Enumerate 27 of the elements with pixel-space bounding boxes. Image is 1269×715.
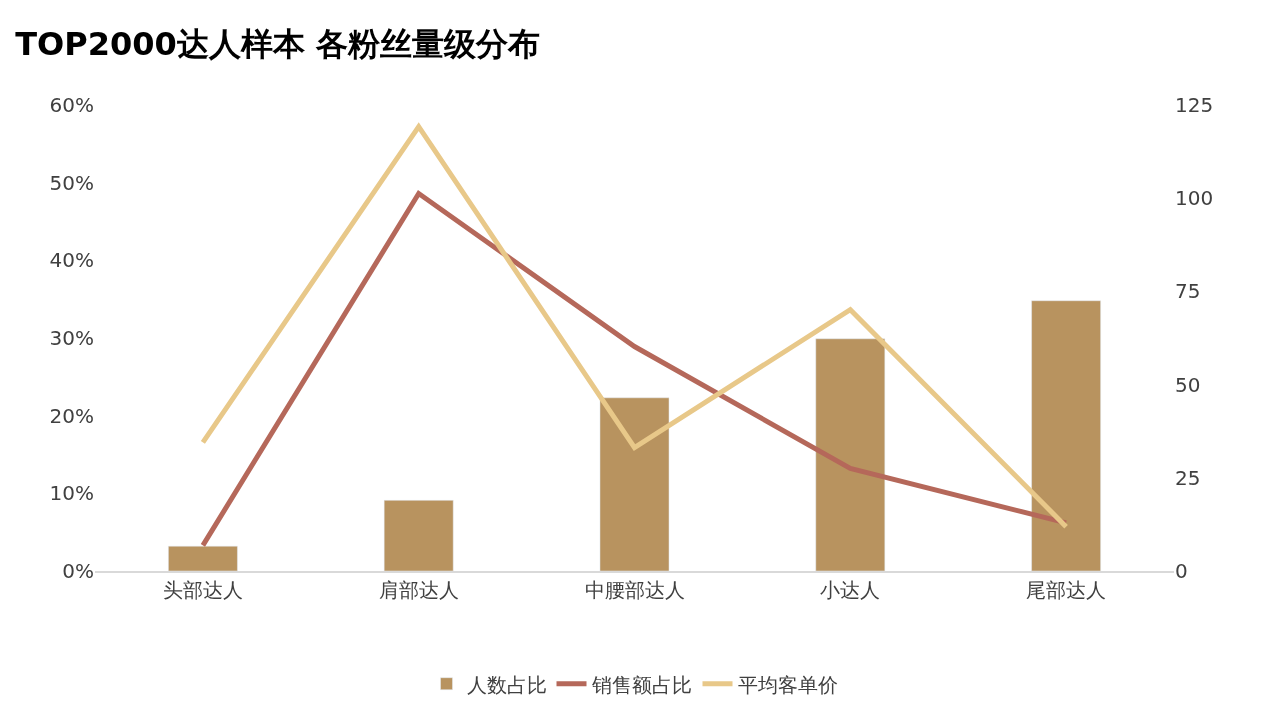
x-tick-label: 小达人 (820, 578, 881, 602)
legend-label: 销售额占比 (590, 672, 692, 697)
bar (1031, 300, 1101, 571)
chart-title: TOP2000达人样本 各粉丝量级分布 (15, 24, 540, 63)
y2-tick-label: 100 (1175, 186, 1214, 211)
y-tick-label: 40% (49, 248, 94, 273)
y2-tick-label: 125 (1175, 93, 1214, 117)
y-tick-label: 10% (49, 481, 94, 506)
x-tick-label: 中腰部达人 (584, 578, 685, 602)
bar (815, 338, 886, 571)
x-tick-label: 尾部达人 (1026, 578, 1107, 602)
bar (168, 545, 238, 571)
y-tick-label: 60% (49, 93, 94, 117)
x-tick-label: 肩部达人 (378, 578, 459, 602)
x-tick-label: 头部达人 (162, 578, 243, 602)
y2-tick-label: 25 (1175, 465, 1201, 490)
legend-label: 平均客单价 (737, 672, 838, 697)
y2-tick-label: 0 (1175, 559, 1188, 583)
bar (599, 397, 670, 571)
bar (383, 500, 454, 571)
y-tick-label: 50% (49, 170, 94, 195)
y2-tick-label: 50 (1175, 372, 1201, 397)
y2-tick-label: 75 (1175, 279, 1201, 304)
y-tick-label: 0% (62, 559, 94, 583)
legend-label: 人数占比 (466, 672, 547, 697)
y-tick-label: 30% (49, 326, 94, 350)
y-tick-label: 20% (49, 403, 94, 428)
